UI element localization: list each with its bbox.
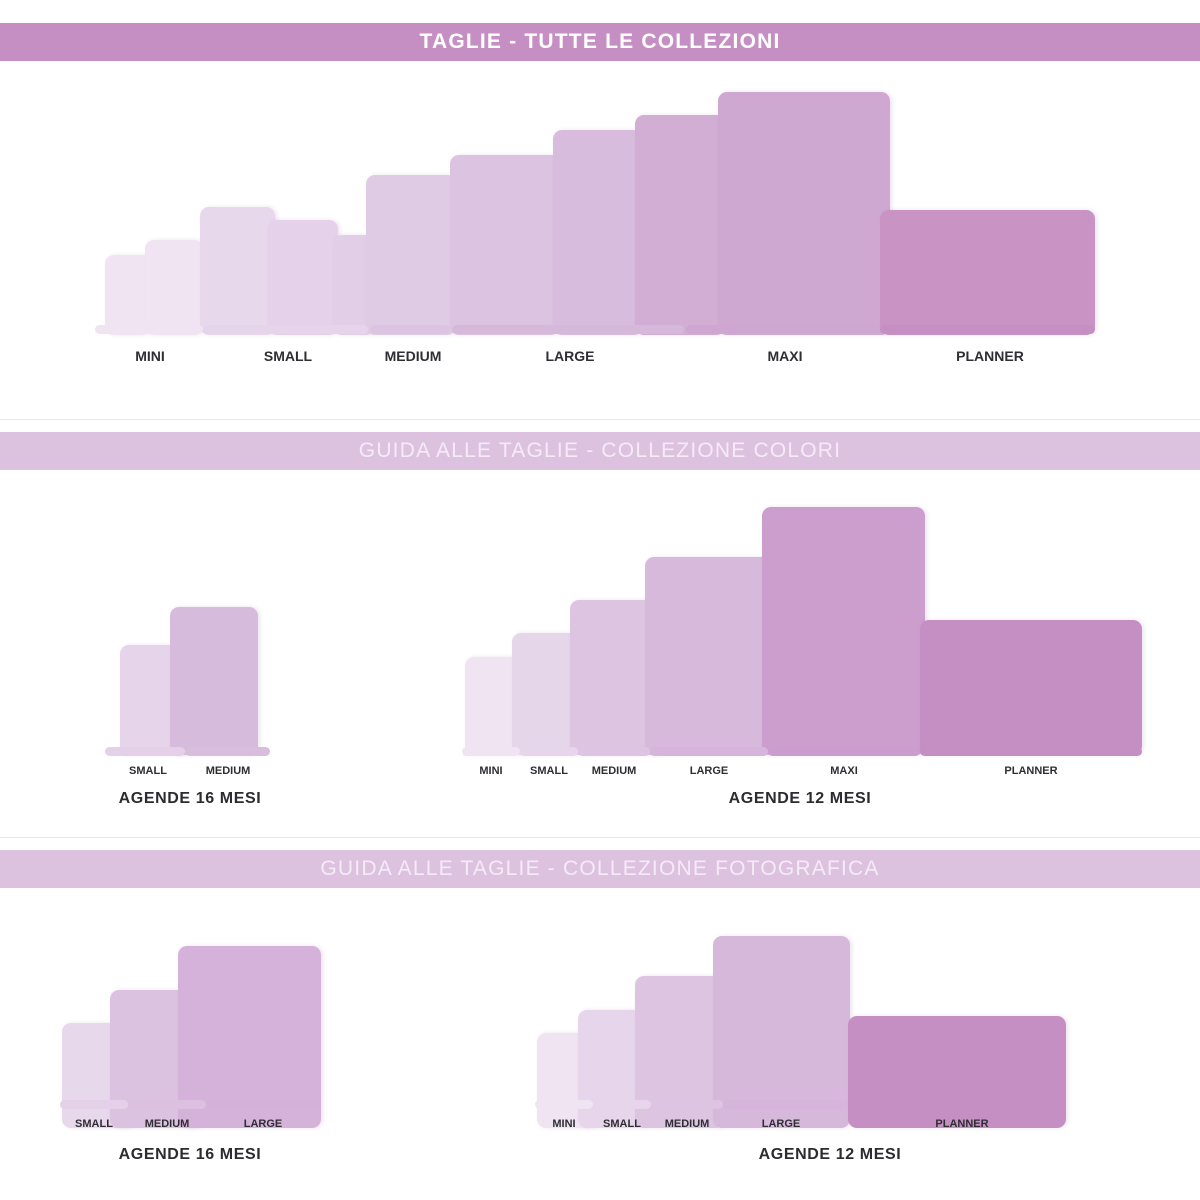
tick-label-small: SMALL xyxy=(129,765,167,777)
tick-label-medium: MEDIUM xyxy=(144,1118,190,1130)
size-rail-small xyxy=(520,747,578,756)
size-rail-medium xyxy=(128,1100,206,1109)
section-collezione-colori: GUIDA ALLE TAGLIE - COLLEZIONE COLORI SM… xyxy=(0,420,1200,838)
size-rail-small xyxy=(593,1100,651,1109)
size-rail-large xyxy=(650,747,768,756)
tick-label-mini: MINI xyxy=(552,1118,576,1130)
tick-label-small: SMALL xyxy=(263,348,313,364)
bar-group xyxy=(0,888,1200,1128)
size-rail-planner xyxy=(920,747,1142,756)
section-header-collezione-fotografica: GUIDA ALLE TAGLIE - COLLEZIONE FOTOGRAFI… xyxy=(0,850,1200,888)
tick-label-group: SMALL MEDIUM LARGE xyxy=(0,1118,450,1136)
chart-foto-12-mesi xyxy=(0,888,1200,1128)
size-rail-medium xyxy=(370,325,450,334)
size-rect-maxi xyxy=(635,115,725,335)
size-rect-maxi xyxy=(718,92,890,335)
size-rail-group xyxy=(0,1100,450,1112)
chart-all-sizes xyxy=(0,70,1200,335)
size-rail-medium xyxy=(578,747,650,756)
tick-label-group: MINI SMALL MEDIUM LARGE MAXI PLANNER xyxy=(0,348,1200,368)
size-rail-small xyxy=(203,325,368,334)
tick-label-medium: MEDIUM xyxy=(591,765,637,777)
section-collezione-fotografica: GUIDA ALLE TAGLIE - COLLEZIONE FOTOGRAFI… xyxy=(0,838,1200,1200)
tick-label-maxi: MAXI xyxy=(767,348,803,364)
size-rect-mini xyxy=(145,240,203,335)
size-rect-large xyxy=(645,557,775,755)
bar-group xyxy=(0,70,1200,335)
tick-label-medium: MEDIUM xyxy=(664,1118,710,1130)
size-rail-mini xyxy=(95,325,203,334)
size-rail-mini xyxy=(535,1100,593,1109)
chart-caption-foto-16-mesi: AGENDE 16 MESI xyxy=(118,1146,262,1163)
size-rail-group xyxy=(0,747,1200,759)
section-header-all-collections: TAGLIE - TUTTE LE COLLEZIONI xyxy=(0,23,1200,61)
bar-group xyxy=(0,500,450,755)
size-rail-medium xyxy=(185,747,270,756)
size-rect-large xyxy=(178,946,321,1128)
size-rail-group xyxy=(0,747,450,759)
chart-colori-12-mesi xyxy=(0,470,1200,755)
tick-label-medium: MEDIUM xyxy=(205,765,251,777)
chart-caption-foto-12-mesi: AGENDE 12 MESI xyxy=(758,1146,902,1163)
size-rail-planner xyxy=(848,1100,1066,1109)
size-rail-group xyxy=(0,325,1200,337)
size-rail-small xyxy=(105,747,185,756)
chart-caption-colori-12-mesi: AGENDE 12 MESI xyxy=(728,790,872,807)
tick-label-group: MINI SMALL MEDIUM LARGE MAXI PLANNER xyxy=(0,765,1200,783)
size-rect-planner xyxy=(880,210,1095,335)
tick-label-maxi: MAXI xyxy=(830,765,858,777)
size-rail-large xyxy=(452,325,684,334)
size-rect-planner xyxy=(848,1016,1066,1128)
section-header-label: TAGLIE - TUTTE LE COLLEZIONI xyxy=(419,30,781,53)
size-rail-large xyxy=(206,1100,321,1109)
tick-label-planner: PLANNER xyxy=(1004,765,1058,777)
section-divider xyxy=(0,837,1200,838)
tick-label-mini: MINI xyxy=(135,348,165,364)
size-rect-large xyxy=(713,936,850,1128)
section-divider xyxy=(0,419,1200,420)
size-rect-large xyxy=(450,155,560,335)
size-rect-medium xyxy=(170,607,258,755)
size-rail-group xyxy=(0,1100,1200,1112)
tick-label-small: SMALL xyxy=(603,1118,641,1130)
size-rail-planner xyxy=(880,325,1095,334)
tick-label-small: SMALL xyxy=(75,1118,113,1130)
tick-label-group: MINI SMALL MEDIUM LARGE PLANNER xyxy=(0,1118,1200,1136)
tick-label-large: LARGE xyxy=(761,1118,801,1130)
bar-group xyxy=(0,470,1200,755)
tick-label-large: LARGE xyxy=(689,765,729,777)
size-rect-large xyxy=(553,130,643,335)
size-rail-medium xyxy=(651,1100,723,1109)
size-rect-planner xyxy=(920,620,1142,755)
chart-caption-colori-16-mesi: AGENDE 16 MESI xyxy=(118,790,262,807)
size-rail-maxi xyxy=(768,747,920,756)
tick-label-medium: MEDIUM xyxy=(384,348,442,364)
size-rail-small xyxy=(60,1100,128,1109)
size-rect-mini xyxy=(105,255,150,335)
chart-colori-16-mesi xyxy=(0,500,450,755)
tick-label-large: LARGE xyxy=(545,348,595,364)
tick-label-small: SMALL xyxy=(530,765,568,777)
section-header-label: GUIDA ALLE TAGLIE - COLLEZIONE FOTOGRAFI… xyxy=(320,857,880,880)
section-header-collezione-colori: GUIDA ALLE TAGLIE - COLLEZIONE COLORI xyxy=(0,432,1200,470)
size-rect-medium xyxy=(366,175,456,335)
tick-label-mini: MINI xyxy=(479,765,503,777)
section-header-label: GUIDA ALLE TAGLIE - COLLEZIONE COLORI xyxy=(358,439,842,462)
size-rail-large xyxy=(723,1100,848,1109)
size-rect-small xyxy=(512,633,580,755)
size-rect-small xyxy=(200,207,275,335)
tick-label-large: LARGE xyxy=(243,1118,283,1130)
tick-label-group: SMALL MEDIUM xyxy=(0,765,450,783)
size-rect-maxi xyxy=(762,507,925,755)
size-rail-mini xyxy=(462,747,520,756)
size-rail-maxi xyxy=(686,325,878,334)
tick-label-planner: PLANNER xyxy=(935,1118,989,1130)
size-rect-small xyxy=(268,220,338,335)
section-all-collections: TAGLIE - TUTTE LE COLLEZIONI MINI SMALL ME… xyxy=(0,0,1200,420)
tick-label-planner: PLANNER xyxy=(956,348,1024,364)
